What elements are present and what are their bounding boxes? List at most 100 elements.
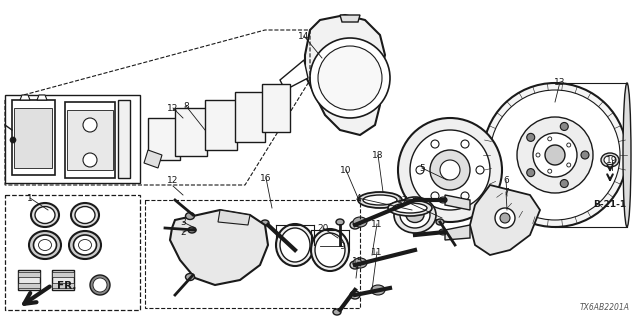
Polygon shape: [12, 100, 55, 175]
Circle shape: [483, 83, 627, 227]
Ellipse shape: [363, 195, 397, 205]
Ellipse shape: [350, 291, 360, 299]
Polygon shape: [144, 150, 162, 168]
Polygon shape: [218, 210, 250, 225]
Circle shape: [581, 151, 589, 159]
Bar: [18, 270, 40, 290]
Bar: [5, 95, 140, 183]
Ellipse shape: [186, 212, 195, 220]
Ellipse shape: [38, 239, 51, 251]
Text: 5: 5: [419, 164, 425, 172]
Polygon shape: [118, 100, 130, 178]
Text: 9: 9: [339, 242, 345, 251]
Bar: [18, 272, 40, 277]
Text: 10: 10: [340, 165, 352, 174]
Circle shape: [83, 118, 97, 132]
Polygon shape: [470, 185, 540, 255]
Circle shape: [83, 153, 97, 167]
Bar: [145, 200, 360, 308]
Circle shape: [560, 180, 568, 188]
Text: TX6AB2201A: TX6AB2201A: [580, 303, 630, 312]
Circle shape: [10, 137, 16, 143]
Bar: [5, 195, 140, 310]
Circle shape: [567, 143, 571, 147]
Text: 11: 11: [371, 220, 383, 228]
Circle shape: [416, 166, 424, 174]
Polygon shape: [305, 15, 385, 135]
Circle shape: [431, 140, 439, 148]
Polygon shape: [205, 100, 237, 150]
Circle shape: [410, 130, 490, 210]
Polygon shape: [445, 225, 470, 240]
Polygon shape: [280, 60, 308, 90]
Ellipse shape: [406, 207, 424, 222]
Polygon shape: [37, 95, 47, 100]
Ellipse shape: [311, 229, 349, 271]
Circle shape: [536, 153, 540, 157]
Circle shape: [431, 192, 439, 200]
Ellipse shape: [333, 309, 341, 315]
Text: 1: 1: [27, 194, 33, 203]
Ellipse shape: [393, 203, 427, 213]
Ellipse shape: [394, 197, 436, 233]
Polygon shape: [262, 84, 290, 132]
Circle shape: [495, 208, 515, 228]
Ellipse shape: [276, 224, 314, 266]
Text: 14: 14: [298, 31, 310, 41]
Bar: [52, 270, 74, 290]
Polygon shape: [170, 210, 268, 285]
Ellipse shape: [601, 153, 619, 167]
Text: 3: 3: [180, 218, 186, 227]
Circle shape: [310, 38, 390, 118]
Ellipse shape: [623, 83, 631, 227]
Text: 2: 2: [180, 228, 186, 236]
Polygon shape: [14, 108, 52, 168]
Bar: [18, 283, 40, 288]
Text: 20: 20: [317, 223, 329, 233]
Text: 12: 12: [167, 175, 179, 185]
Polygon shape: [20, 95, 30, 100]
Circle shape: [545, 145, 565, 165]
Text: 12: 12: [167, 103, 179, 113]
Ellipse shape: [315, 233, 345, 267]
Circle shape: [527, 169, 535, 177]
Ellipse shape: [358, 192, 402, 208]
Ellipse shape: [75, 206, 95, 223]
Ellipse shape: [604, 156, 616, 164]
Text: 13: 13: [554, 77, 566, 86]
Circle shape: [398, 118, 502, 222]
Bar: [52, 283, 74, 288]
Circle shape: [533, 133, 577, 177]
Text: 15: 15: [352, 258, 364, 267]
Ellipse shape: [71, 203, 99, 227]
Ellipse shape: [388, 200, 432, 216]
Polygon shape: [65, 102, 115, 178]
Polygon shape: [235, 92, 265, 142]
Circle shape: [461, 192, 469, 200]
Circle shape: [430, 150, 470, 190]
Ellipse shape: [261, 220, 269, 226]
Circle shape: [548, 137, 552, 141]
Circle shape: [461, 140, 469, 148]
Ellipse shape: [371, 285, 385, 295]
Text: 8: 8: [183, 101, 189, 110]
Ellipse shape: [436, 219, 444, 225]
Ellipse shape: [186, 274, 195, 281]
Polygon shape: [67, 110, 113, 170]
Text: B-21-1: B-21-1: [593, 200, 627, 209]
Ellipse shape: [79, 239, 92, 251]
Text: 4: 4: [355, 194, 361, 203]
Ellipse shape: [29, 231, 61, 259]
Circle shape: [548, 169, 552, 173]
Ellipse shape: [33, 235, 56, 255]
Circle shape: [318, 46, 382, 110]
Circle shape: [90, 275, 110, 295]
Ellipse shape: [280, 228, 310, 262]
Text: 16: 16: [260, 173, 272, 182]
Circle shape: [567, 163, 571, 167]
Ellipse shape: [336, 219, 344, 225]
Circle shape: [490, 90, 620, 220]
Text: 17: 17: [397, 196, 409, 204]
Ellipse shape: [350, 221, 360, 229]
Circle shape: [476, 166, 484, 174]
